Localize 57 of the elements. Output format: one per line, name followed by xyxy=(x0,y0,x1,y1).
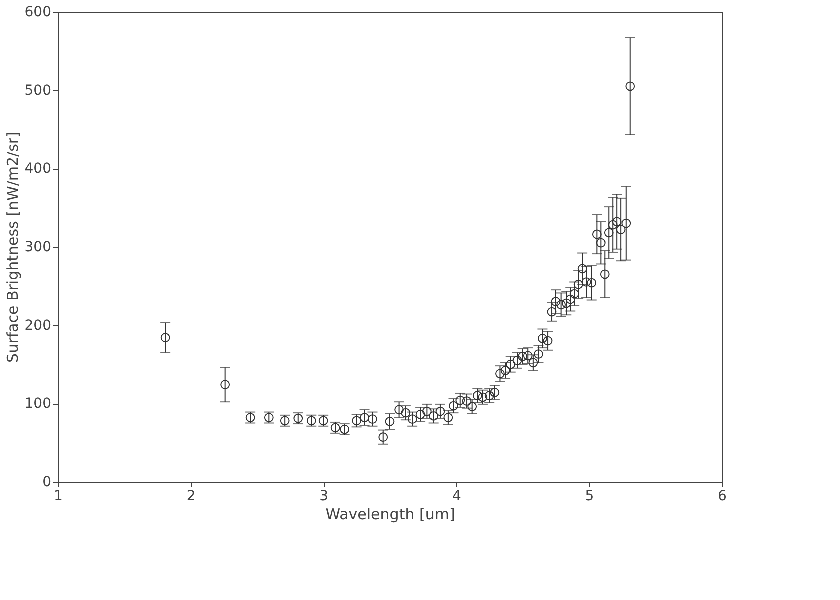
point xyxy=(394,405,404,415)
point xyxy=(622,218,632,228)
point xyxy=(496,369,505,379)
y-axis-title: Surface Brightness [nW/m2/sr] xyxy=(4,132,22,363)
point xyxy=(604,228,614,238)
point xyxy=(378,432,388,442)
x-tick-label: 6 xyxy=(718,488,728,504)
point xyxy=(160,333,170,343)
point xyxy=(566,294,576,304)
point xyxy=(596,238,606,248)
y-tick-label: 600 xyxy=(24,4,52,20)
point xyxy=(612,217,622,227)
y-tick-label: 200 xyxy=(24,318,52,334)
point xyxy=(518,352,528,362)
point xyxy=(429,412,439,421)
point xyxy=(562,298,572,308)
x-tick-label: 5 xyxy=(585,488,594,504)
x-axis-title: Wavelength [um] xyxy=(326,506,456,524)
point xyxy=(512,356,522,366)
point xyxy=(506,360,516,370)
point xyxy=(543,336,553,346)
point xyxy=(570,289,580,299)
point xyxy=(608,220,618,230)
point xyxy=(490,388,500,398)
point xyxy=(582,278,592,287)
point xyxy=(456,396,466,406)
y-tick-label: 500 xyxy=(24,82,52,99)
point xyxy=(484,391,494,401)
x-tick-label: 2 xyxy=(186,488,196,504)
y-tick-label: 300 xyxy=(24,240,52,256)
point xyxy=(587,278,597,288)
point xyxy=(600,270,610,280)
point xyxy=(444,413,454,422)
x-tick-label: 1 xyxy=(54,488,63,504)
y-tick-label: 100 xyxy=(24,396,52,412)
point xyxy=(368,414,378,424)
point xyxy=(408,414,418,424)
point xyxy=(556,300,566,310)
point xyxy=(592,230,602,240)
x-tick-label: 4 xyxy=(452,488,462,504)
point xyxy=(551,297,561,307)
point xyxy=(472,391,482,401)
point xyxy=(360,413,370,422)
point xyxy=(416,410,426,420)
point xyxy=(422,406,432,416)
point xyxy=(616,225,626,234)
point xyxy=(478,392,488,402)
point xyxy=(468,402,478,412)
point xyxy=(436,406,446,416)
point xyxy=(626,82,636,92)
point xyxy=(220,380,230,390)
y-tick-label: 400 xyxy=(24,161,52,178)
y-tick-label: 0 xyxy=(42,474,52,490)
point xyxy=(538,334,548,344)
point xyxy=(385,417,395,426)
x-tick-label: 3 xyxy=(320,488,329,504)
point xyxy=(534,350,544,359)
